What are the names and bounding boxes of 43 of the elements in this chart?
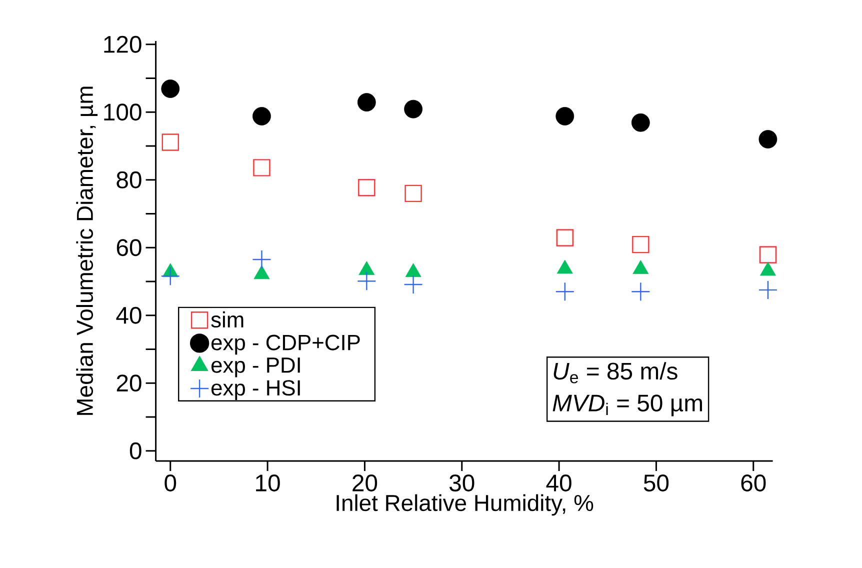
point [161, 80, 180, 98]
legend-label: sim [211, 311, 244, 328]
point [253, 159, 270, 176]
x-tick-label: 50 [644, 474, 669, 492]
x-tick-label: 10 [256, 474, 280, 492]
point [252, 106, 271, 126]
legend-label: exp - PDI [211, 358, 300, 378]
y-tick-label: 20 [116, 374, 142, 392]
point [631, 113, 650, 132]
point [632, 236, 650, 254]
point [358, 179, 376, 196]
point [162, 134, 179, 151]
point [160, 266, 180, 286]
y-tick-label: 60 [116, 239, 142, 256]
point [404, 184, 422, 202]
y-tick-label: 0 [130, 442, 142, 460]
annotation: U$_{e}$ = 85 m/s [554, 362, 678, 384]
x-tick-label: 60 [741, 474, 766, 492]
point [404, 100, 422, 118]
point [357, 272, 376, 291]
x-tick-label: 20 [352, 474, 378, 492]
point [758, 130, 778, 148]
point [758, 280, 778, 300]
point [759, 246, 777, 264]
x-axis-title: Inlet Relative Humidity, % [336, 494, 594, 516]
legend-label: exp - HSI [211, 380, 300, 400]
legend-label: exp - CDP+CIP [211, 334, 360, 355]
point [556, 229, 574, 246]
point [555, 282, 574, 302]
y-tick-label: 100 [104, 104, 142, 121]
point [357, 93, 376, 112]
y-tick-label: 120 [104, 36, 142, 53]
x-tick-label: 30 [449, 474, 474, 492]
x-tick-label: 40 [546, 474, 572, 492]
point [556, 106, 574, 126]
point [631, 282, 650, 302]
x-tick-label: 0 [164, 474, 176, 492]
y-tick-label: 40 [116, 306, 142, 324]
point [404, 274, 423, 294]
annotation: MVD$_{i}$ = 50 µm [552, 394, 702, 416]
y-tick-label: 80 [116, 171, 142, 188]
point [252, 250, 272, 270]
y-axis-title: Median Volumetric Diameter, µm [76, 86, 98, 415]
